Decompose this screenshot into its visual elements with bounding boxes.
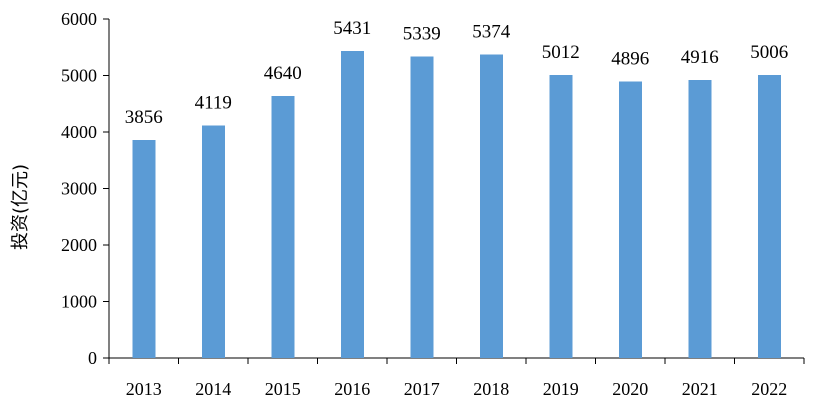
bar-2013 [132,140,156,358]
y-axis: 0 1000 2000 3000 4000 5000 6000 [61,9,110,368]
y-tick-label: 2000 [61,235,97,255]
y-tick-label: 3000 [61,179,97,199]
data-label: 5006 [750,42,788,63]
data-label: 5012 [542,42,580,63]
x-tick-label: 2013 [126,379,162,399]
bar-2014 [201,125,225,359]
bar-2022 [757,75,781,358]
bar-2015 [271,95,295,358]
data-label: 5431 [333,18,371,39]
y-tick-label: 0 [88,348,97,368]
y-tick-label: 5000 [61,66,97,86]
x-tick-label: 2016 [334,379,370,399]
data-label: 4896 [611,48,649,69]
x-axis: 2013 2014 2015 2016 2017 2018 2019 2020 2021 2022 [108,357,805,399]
bar-2016 [340,51,364,358]
bar-2019 [549,74,573,359]
x-tick-label: 2021 [682,379,718,399]
y-tick-label: 1000 [61,292,97,312]
data-label: 5374 [472,21,511,42]
x-tick-label: 2020 [612,379,648,399]
x-tick-label: 2019 [543,379,579,399]
bar-2020 [618,81,642,358]
bar-2018 [479,54,503,359]
data-label: 3856 [125,107,163,128]
data-label: 5339 [403,23,441,44]
x-tick-label: 2017 [404,379,440,399]
bar-2021 [688,80,712,358]
x-tick-label: 2014 [195,379,231,399]
x-tick-label: 2015 [265,379,301,399]
bar-series [132,51,781,359]
y-axis-title: 投资(亿元) [10,164,31,250]
x-tick-label: 2018 [473,379,509,399]
data-label: 4119 [195,92,232,113]
y-tick-label: 6000 [61,9,97,29]
y-tick-label: 4000 [61,122,97,142]
data-labels: 3856 4119 4640 5431 5339 5374 5012 4896 4916 5006 [125,18,789,128]
data-label: 4640 [264,63,302,84]
data-label: 4916 [681,47,719,68]
bar-2017 [410,56,434,359]
x-tick-label: 2022 [751,379,787,399]
